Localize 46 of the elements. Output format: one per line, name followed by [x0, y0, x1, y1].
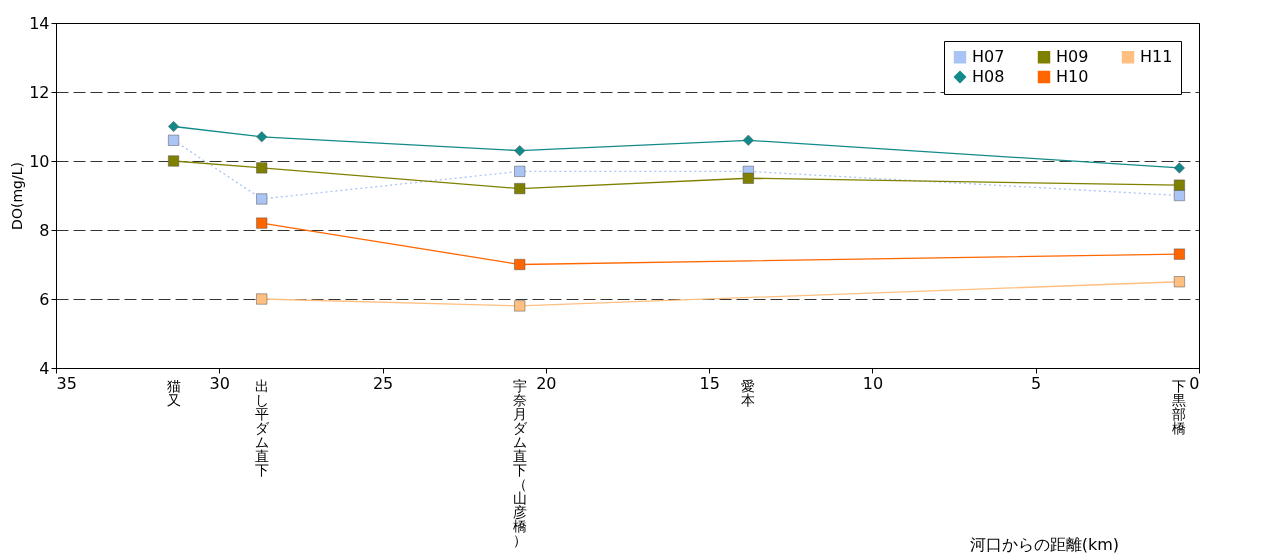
point	[514, 183, 526, 195]
x-tick-label: 25	[372, 373, 394, 393]
point	[514, 165, 526, 177]
legend-label: H08	[972, 67, 1005, 86]
point	[514, 259, 526, 270]
text: 宇奈月ダム直下（山彦橋）	[512, 378, 527, 548]
point	[742, 172, 754, 184]
point	[1173, 248, 1185, 260]
point	[256, 162, 268, 174]
text: 愛本	[741, 378, 756, 408]
y-tick-label: 4	[39, 358, 50, 378]
y-tick-label: 6	[39, 289, 50, 309]
legend-label: H10	[1056, 67, 1089, 86]
point	[514, 300, 526, 312]
legend-label: H07	[972, 47, 1005, 67]
point	[514, 145, 526, 157]
point	[256, 131, 268, 143]
point	[742, 134, 754, 146]
x-tick-label: 35	[56, 373, 77, 393]
point	[256, 193, 268, 205]
text: 下黒部橋	[1172, 378, 1187, 436]
x-tick-label: 10	[862, 373, 884, 393]
point	[1173, 276, 1185, 288]
y-tick-label: 8	[39, 220, 50, 240]
point	[1173, 162, 1185, 174]
y-tick-label: 10	[29, 151, 50, 171]
x-tick-label: 0	[1189, 373, 1200, 393]
point	[256, 293, 268, 305]
point	[256, 217, 268, 229]
legend-label: H09	[1056, 47, 1089, 67]
point	[168, 155, 180, 167]
y-tick-label: 14	[29, 13, 50, 33]
text: 出し平ダム直下	[254, 378, 270, 478]
text: 猫又	[166, 378, 181, 408]
point	[168, 121, 180, 132]
point	[1173, 190, 1185, 201]
y-axis-title: DO(mg/L)	[9, 162, 26, 230]
x-tick-label: 5	[1031, 373, 1042, 393]
x-tick-label: 15	[699, 373, 720, 393]
legend-label: H11	[1140, 47, 1173, 67]
y-tick-label: 12	[29, 82, 50, 102]
x-tick-label: 30	[209, 373, 230, 393]
x-tick-label: 20	[536, 373, 557, 393]
text: 河口からの距離(km)	[969, 535, 1119, 554]
point	[168, 134, 180, 146]
point	[1173, 179, 1185, 191]
